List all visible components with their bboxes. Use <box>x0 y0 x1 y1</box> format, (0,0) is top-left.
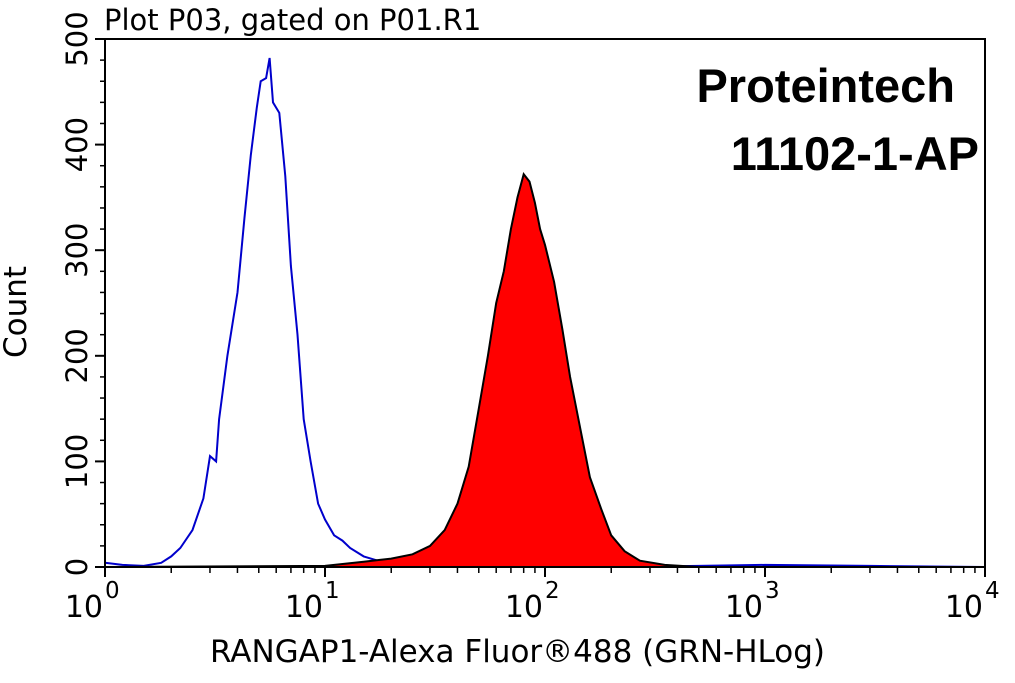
x-tick-label: 10 4 <box>945 578 1000 625</box>
x-tick-label: 10 3 <box>725 578 780 625</box>
x-tick-label-exp: 2 <box>545 578 560 604</box>
y-tick-label: 100 <box>60 434 94 489</box>
x-tick-label-exp: 0 <box>105 578 120 604</box>
brand-annotation: Proteintech <box>696 59 955 112</box>
y-tick-label: 0 <box>60 558 94 576</box>
plot-title: Plot P03, gated on P01.R1 <box>104 3 482 37</box>
y-tick-label: 200 <box>60 328 94 383</box>
x-tick-label: 10 0 <box>65 578 120 625</box>
x-tick-label-base: 10 <box>65 590 103 625</box>
x-tick-label: 10 2 <box>505 578 560 625</box>
x-tick-label-base: 10 <box>945 590 983 625</box>
histogram-series-filled <box>104 172 985 568</box>
x-tick-label-exp: 3 <box>765 578 780 604</box>
x-tick-label-base: 10 <box>725 590 763 625</box>
x-tick-label-exp: 1 <box>325 578 340 604</box>
catalog-annotation: 11102-1-AP <box>730 127 979 180</box>
y-tick-label: 500 <box>60 11 94 66</box>
x-tick-label: 10 1 <box>285 578 340 625</box>
x-tick-label-exp: 4 <box>985 578 1000 604</box>
x-tick-label-base: 10 <box>505 590 543 625</box>
x-tick-label-base: 10 <box>285 590 323 625</box>
series-layer <box>104 57 986 568</box>
y-tick-label: 400 <box>60 117 94 172</box>
y-tick-label: 300 <box>60 223 94 278</box>
x-axis-label: RANGAP1-Alexa Fluor®488 (GRN-HLog) <box>209 634 825 670</box>
